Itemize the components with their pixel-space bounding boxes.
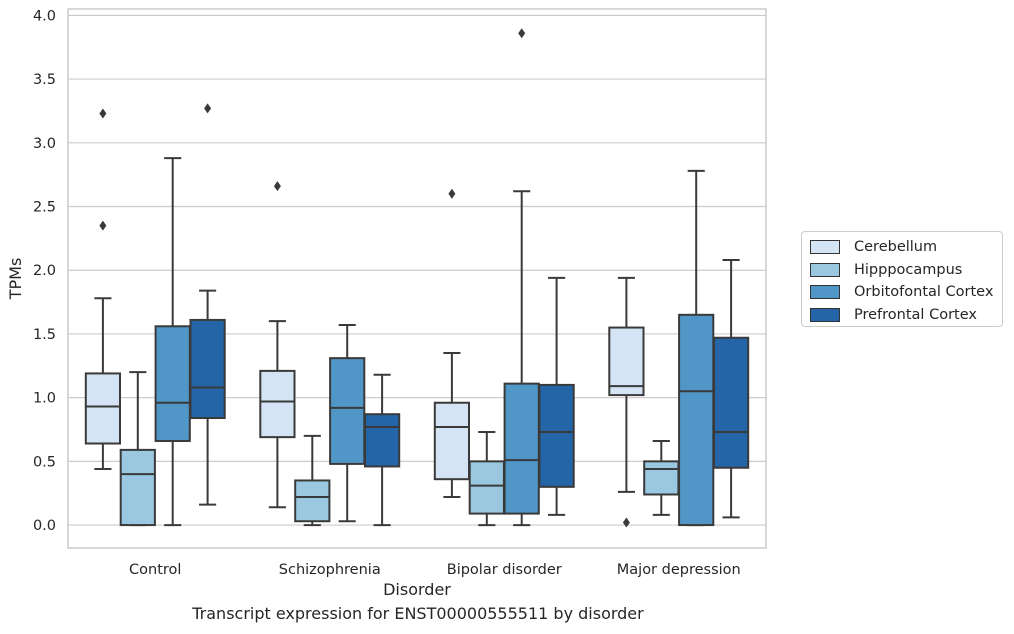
outlier-point [99, 220, 107, 231]
legend: Cerebellum Hipppocampus Orbitofontal Corte… [801, 231, 1003, 327]
outlier-point [518, 28, 526, 39]
box-prefrontal-cortex [189, 103, 226, 506]
box-hipppocampus [468, 431, 505, 527]
box-prefrontal-cortex [363, 373, 401, 527]
box-cerebellum [84, 108, 122, 470]
box-iqr [259, 369, 296, 439]
y-tick-label: 0.5 [33, 454, 56, 470]
legend-swatch [810, 285, 840, 300]
chart-caption: Transcript expression for ENST0000055551… [192, 604, 644, 623]
box-orbitofontal-cortex [329, 324, 366, 523]
box-iqr [329, 357, 366, 465]
outlier-point [204, 103, 212, 114]
outlier-point [99, 108, 107, 119]
box-iqr [643, 460, 680, 496]
legend-label: Orbitofontal Cortex [854, 284, 994, 301]
box-prefrontal-cortex [712, 259, 750, 519]
box-iqr [84, 372, 122, 445]
outlier-point [448, 188, 456, 199]
box-iqr [189, 318, 226, 420]
y-tick-label: 3.0 [33, 136, 56, 152]
y-tick-label: 1.0 [33, 391, 56, 407]
box-series [84, 28, 750, 528]
box-iqr [468, 460, 505, 515]
box-cerebellum [259, 181, 296, 509]
y-tick-label: 1.5 [33, 327, 56, 343]
box-iqr [608, 326, 645, 397]
box-orbitofontal-cortex [503, 28, 540, 527]
legend-label: Hipppocampus [854, 261, 963, 278]
box-iqr [294, 479, 331, 523]
x-tick-labels: Control Schizophrenia Bipolar disorder Majo… [129, 562, 741, 578]
box-hipppocampus [294, 434, 331, 527]
legend-item: Prefrontal Cortex [810, 304, 994, 327]
y-tick-label: 2.0 [33, 263, 56, 279]
y-tick-label: 2.5 [33, 200, 56, 216]
legend-item: Hipppocampus [810, 259, 994, 282]
legend-swatch [810, 240, 840, 255]
x-tick-label: Control [129, 562, 181, 578]
box-iqr [712, 336, 750, 469]
x-tick-label: Major depression [617, 562, 741, 578]
y-tick-label: 4.0 [33, 8, 56, 24]
box-iqr [503, 382, 540, 515]
y-tick-labels: 0.0 0.5 1.0 1.5 2.0 2.5 3.0 3.5 4.0 [33, 8, 56, 534]
box-prefrontal-cortex [538, 276, 575, 516]
box-orbitofontal-cortex [678, 169, 715, 527]
y-axis-label: TPMs [6, 258, 25, 301]
box-iqr [433, 401, 471, 481]
legend-swatch [810, 262, 840, 277]
box-cerebellum [608, 276, 645, 528]
box-hipppocampus [643, 439, 680, 516]
legend-label: Prefrontal Cortex [854, 306, 977, 323]
legend-label: Cerebellum [854, 239, 938, 256]
x-tick-label: Bipolar disorder [447, 562, 562, 578]
outlier-point [622, 517, 630, 528]
legend-item: Orbitofontal Cortex [810, 281, 994, 304]
box-iqr [363, 413, 401, 468]
box-cerebellum [433, 188, 471, 499]
box-iqr [154, 325, 191, 442]
plot-frame [67, 8, 767, 549]
legend-swatch [810, 307, 840, 322]
box-hipppocampus [119, 371, 156, 527]
box-iqr [678, 313, 715, 527]
y-tick-label: 3.5 [33, 72, 56, 88]
box-iqr [119, 448, 156, 527]
y-tick-label: 0.0 [33, 518, 56, 534]
legend-item: Cerebellum [810, 236, 994, 259]
x-tick-label: Schizophrenia [279, 562, 381, 578]
box-orbitofontal-cortex [154, 157, 191, 527]
outlier-point [273, 181, 281, 192]
box-iqr [538, 383, 575, 488]
x-axis-label: Disorder [383, 580, 451, 599]
